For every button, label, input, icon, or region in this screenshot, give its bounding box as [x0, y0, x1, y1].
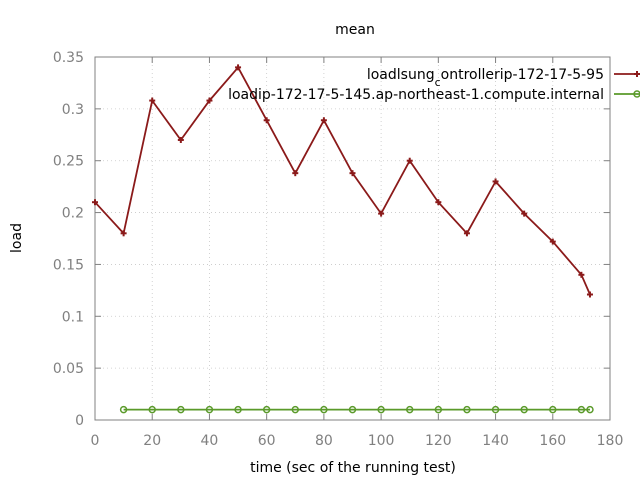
data-point: [586, 405, 594, 414]
data-point: [405, 405, 414, 414]
chart-title: mean: [335, 22, 375, 38]
data-point: [521, 210, 528, 217]
data-point: [377, 405, 385, 414]
legend-marker: [634, 71, 640, 77]
data-point: [492, 178, 499, 185]
axes: 0 20 40 60 80 100 120 140 160 180 0 0.05 0.1 0.15 0.2 0…: [53, 50, 624, 449]
x-tick-label: 140: [482, 433, 509, 449]
data-point: [549, 405, 557, 414]
y-tick-label: 0.35: [53, 50, 84, 66]
legend: loadlsungcontrollerip-172-17-5-95loadip-…: [228, 67, 640, 103]
data-point: [320, 405, 328, 414]
x-axis-label: time (sec of the running test): [250, 460, 456, 476]
data-point: [92, 199, 98, 206]
data-point: [378, 210, 385, 217]
series-0: [92, 64, 593, 298]
data-point: [577, 405, 586, 414]
x-tick-label: 60: [258, 433, 276, 449]
data-point: [235, 64, 242, 71]
data-point: [291, 405, 300, 414]
data-point: [263, 117, 270, 124]
x-tick-label: 0: [91, 433, 100, 449]
data-point: [434, 405, 443, 414]
y-tick-label: 0.25: [53, 154, 84, 170]
data-point: [491, 405, 500, 414]
data-point: [120, 230, 127, 237]
x-tick-label: 160: [539, 433, 566, 449]
data-point: [149, 97, 156, 104]
legend-marker: [633, 90, 640, 98]
data-point: [520, 405, 528, 414]
data-point: [262, 405, 271, 414]
data-point: [177, 136, 184, 143]
data-point: [578, 271, 585, 278]
data-point: [148, 405, 156, 414]
legend-label: loadip-172-17-5-145.ap-northeast-1.compu…: [228, 87, 604, 103]
data-point: [586, 291, 593, 298]
series-layer: [92, 64, 594, 414]
data-point: [349, 170, 356, 177]
data-point: [205, 405, 214, 414]
x-tick-label: 80: [315, 433, 333, 449]
y-tick-label: 0: [75, 413, 84, 429]
y-axis-label: load: [9, 223, 25, 253]
x-tick-label: 100: [368, 433, 395, 449]
series-1: [119, 405, 594, 414]
x-tick-label: 20: [143, 433, 161, 449]
x-tick-label: 40: [201, 433, 219, 449]
data-point: [292, 170, 299, 177]
x-tick-label: 120: [425, 433, 452, 449]
data-point: [549, 238, 556, 245]
data-point: [177, 405, 185, 414]
data-point: [206, 97, 213, 104]
data-point: [463, 405, 471, 414]
y-tick-label: 0.15: [53, 257, 84, 273]
y-tick-label: 0.3: [62, 102, 84, 118]
x-tick-label: 180: [597, 433, 624, 449]
y-tick-label: 0.1: [62, 309, 84, 325]
data-point: [348, 405, 357, 414]
data-point: [406, 157, 413, 164]
legend-entry-0: loadlsungcontrollerip-172-17-5-95: [367, 67, 640, 89]
plot-border: [94, 56, 611, 421]
data-point: [320, 117, 327, 124]
data-point: [463, 230, 470, 237]
legend-label: loadlsungcontrollerip-172-17-5-95: [367, 67, 604, 89]
data-point: [119, 405, 128, 414]
grid: [95, 57, 610, 420]
legend-entry-1: loadip-172-17-5-145.ap-northeast-1.compu…: [228, 87, 640, 103]
data-point: [435, 199, 442, 206]
y-tick-label: 0.05: [53, 361, 84, 377]
data-point: [234, 405, 242, 414]
y-tick-label: 0.2: [62, 206, 84, 222]
